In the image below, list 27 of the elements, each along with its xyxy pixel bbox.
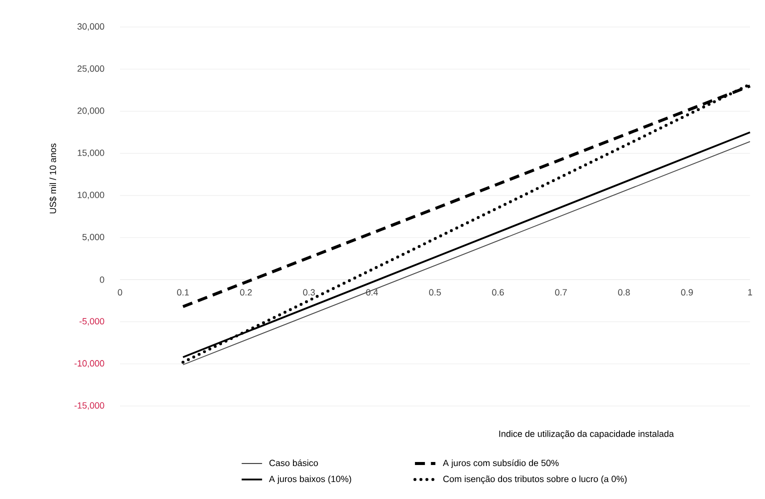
x-tick-label: 0.8 [618,289,630,296]
y-tick-label: -10,000 [74,360,104,368]
x-tick-label: 0.4 [366,289,378,296]
y-axis-title: US$ mil / 10 anos [49,144,57,214]
y-tick-label: 20,000 [78,108,104,115]
x-tick-label: 0.7 [555,289,567,296]
legend-label: A juros baixos (10%) [268,476,352,484]
y-tick-label: 0 [100,276,104,283]
y-tick-label: 25,000 [78,65,104,73]
x-tick-label: 0.1 [177,289,189,296]
x-tick-label: 0.6 [492,289,504,296]
x-tick-label: 0.9 [681,289,693,296]
y-tick-label: 15,000 [78,150,104,158]
x-tick-label: 0 [118,289,122,296]
y-tick-label: 30,000 [77,23,104,31]
x-tick-label: 1 [748,289,752,296]
legend-label: A juros com subsídio de 50% [442,459,559,468]
y-tick-label: 5,000 [82,234,104,242]
y-tick-label: -5,000 [80,318,104,326]
x-tick-label: 0.2 [240,289,252,296]
x-tick-label: 0.5 [429,289,441,296]
legend-label: Com isenção dos tributos sobre o lucro (a 0%) [443,476,627,484]
y-tick-label: 10,000 [78,192,104,200]
y-tick-label: -15,000 [74,402,104,410]
x-axis-title: Indice de utilização da capacidade instalada [499,430,674,439]
x-tick-label: 0.3 [303,289,315,296]
legend-label: Caso básico [269,459,318,466]
